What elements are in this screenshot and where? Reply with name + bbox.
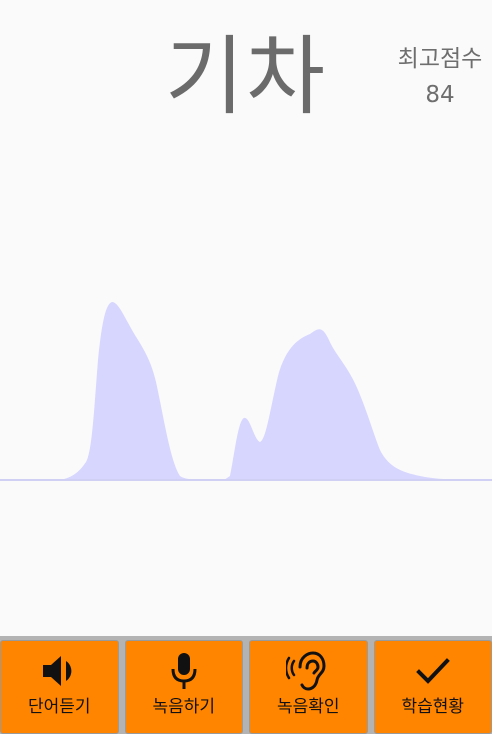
- listen-word-button[interactable]: 단어듣기: [0, 640, 119, 734]
- microphone-icon: [171, 653, 197, 689]
- speaker-icon: [43, 656, 72, 686]
- best-score: 최고점수 84: [390, 44, 490, 110]
- check-recording-label: 녹음확인: [276, 697, 340, 717]
- best-score-label: 최고점수: [397, 46, 483, 72]
- record-button[interactable]: 녹음하기: [124, 640, 243, 734]
- learning-status-button[interactable]: 학습현황: [373, 640, 492, 734]
- learning-status-label: 학습현황: [401, 697, 465, 717]
- waveform: [0, 302, 492, 481]
- best-score-value: 84: [425, 82, 455, 108]
- check-recording-button[interactable]: 녹음확인: [249, 640, 368, 734]
- checkmark-icon: [415, 658, 450, 684]
- listen-word-label: 단어듣기: [27, 697, 91, 717]
- word-title: 기차: [164, 27, 328, 127]
- toolbar: 단어듣기 녹음하기 녹음확인 학습현황: [0, 636, 492, 734]
- record-label: 녹음하기: [152, 697, 216, 717]
- waveform-shape: [0, 302, 492, 480]
- ear-icon: [286, 651, 326, 691]
